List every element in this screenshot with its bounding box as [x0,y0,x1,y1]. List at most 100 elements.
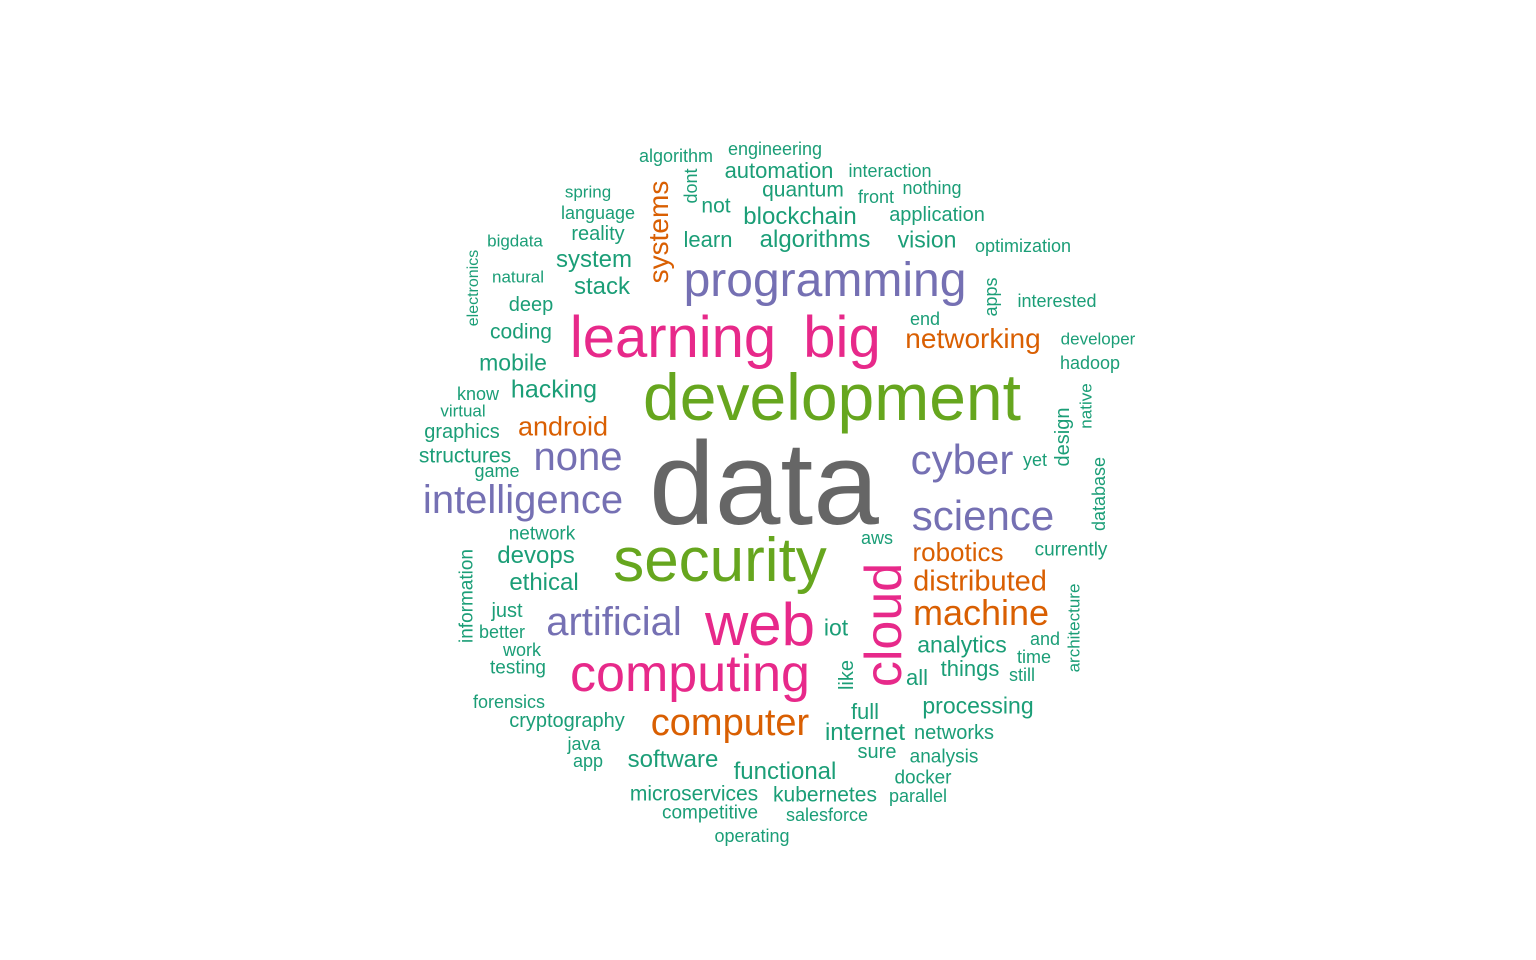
word-still: still [1009,665,1035,685]
word-networking: networking [905,323,1041,354]
word-security: security [613,526,827,595]
word-bigdata: bigdata [487,231,543,251]
word-algorithms: algorithms [759,226,871,253]
word-design: design [1052,407,1074,467]
word-quantum: quantum [762,178,844,202]
word-big: big [803,305,881,370]
word-information: information [456,549,478,643]
word-systems: systems [643,180,674,284]
word-language: language [560,203,636,223]
word-all: all [905,665,929,690]
word-hacking: hacking [510,375,598,404]
word-not: not [701,194,731,218]
word-interested: interested [1017,291,1097,311]
word-native: native [1076,383,1096,429]
word-work: work [502,640,542,660]
word-currently: currently [1034,539,1108,561]
word-like: like [836,659,858,691]
word-analysis: analysis [909,746,979,768]
word-operating: operating [714,826,790,846]
word-developer: developer [1060,329,1136,349]
word-know: know [456,384,500,404]
word-stack: stack [573,273,631,300]
word-java: java [567,734,601,754]
word-learn: learn [683,227,733,252]
word-parallel: parallel [888,786,948,806]
word-interaction: interaction [848,161,932,181]
word-app: app [572,751,604,771]
word-apps: apps [981,277,1001,317]
word-competitive: competitive [661,802,759,824]
word-network: network [508,523,576,545]
word-things: things [940,656,1000,681]
word-spring: spring [564,182,612,202]
word-mobile: mobile [479,349,547,376]
word-docker: docker [894,767,952,789]
word-kubernetes: kubernetes [773,783,877,807]
word-electronics: electronics [465,249,482,327]
word-science: science [911,492,1055,539]
word-vision: vision [897,226,957,253]
word-system: system [555,246,633,273]
word-engineering: engineering [727,139,823,159]
word-android: android [517,411,609,442]
word-better: better [478,622,526,642]
word-natural: natural [492,267,544,287]
word-structures: structures [418,444,512,468]
word-robotics: robotics [912,537,1004,567]
word-yet: yet [1022,450,1048,470]
word-just: just [491,600,523,622]
word-forensics: forensics [472,692,546,712]
word-computer: computer [650,702,810,744]
word-graphics: graphics [424,421,500,443]
word-coding: coding [490,320,552,344]
word-blockchain: blockchain [743,203,857,230]
word-automation: automation [724,158,834,183]
word-testing: testing [490,657,546,679]
word-software: software [627,746,719,773]
word-full: full [850,699,880,724]
word-end: end [909,309,941,329]
word-sure: sure [857,741,897,763]
word-artificial: artificial [546,600,682,644]
word-cryptography: cryptography [509,710,625,732]
word-optimization: optimization [974,236,1072,256]
word-front: front [857,187,895,207]
word-aws: aws [860,528,894,548]
word-database: database [1089,456,1109,532]
word-hadoop: hadoop [1059,353,1121,373]
word-web: web [704,591,816,658]
word-learning: learning [569,305,777,370]
word-salesforce: salesforce [785,805,869,825]
word-time: time [1016,647,1052,667]
word-data: data [649,418,879,550]
word-ethical: ethical [509,569,579,596]
word-deep: deep [508,294,554,316]
word-programming: programming [683,254,967,307]
word-cloud: cloud [855,562,913,688]
word-nothing: nothing [902,178,962,198]
word-none: none [533,435,623,479]
word-application: application [889,204,985,226]
word-and: and [1029,629,1061,649]
word-architecture: architecture [1064,583,1084,673]
word-distributed: distributed [913,565,1047,598]
word-computing: computing [570,645,810,703]
word-processing: processing [922,692,1034,719]
word-microservices: microservices [629,782,759,806]
word-cyber: cyber [910,436,1014,483]
word-functional: functional [733,758,837,785]
word-internet: internet [824,719,906,746]
word-development: development [643,360,1021,434]
word-devops: devops [497,542,575,569]
word-networks: networks [913,722,995,744]
word-virtual: virtual [440,401,486,421]
word-intelligence: intelligence [422,478,624,522]
word-machine: machine [912,592,1050,633]
word-iot: iot [823,614,849,641]
word-algorithm: algorithm [638,146,714,166]
word-analytics: analytics [917,631,1007,658]
word-game: game [474,461,520,481]
word-dont: dont [681,168,701,204]
